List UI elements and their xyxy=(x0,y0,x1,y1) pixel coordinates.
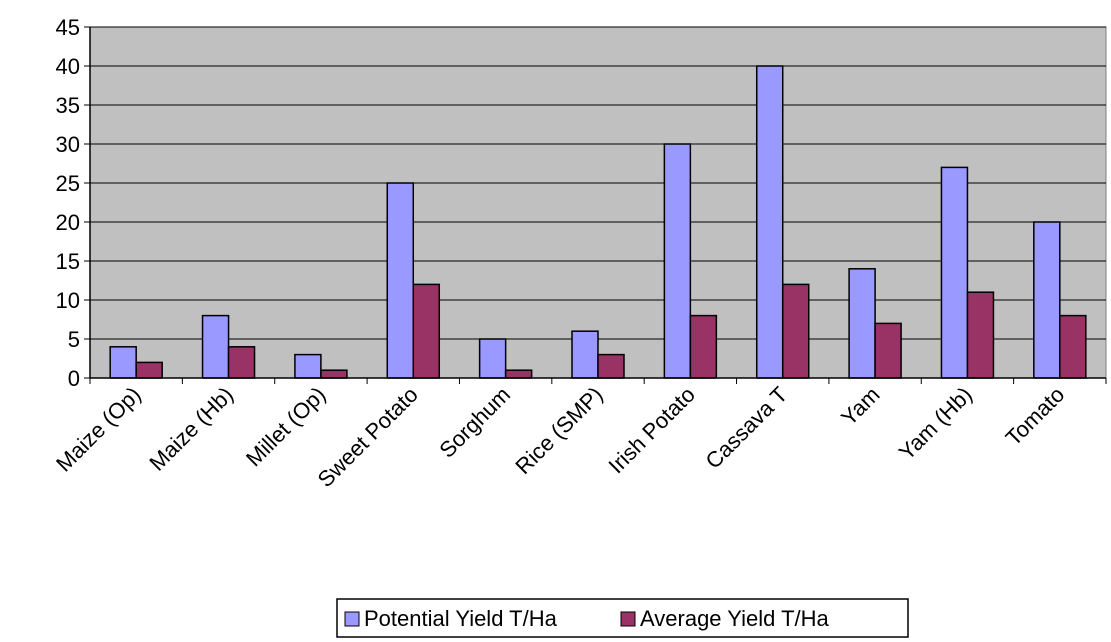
legend-swatch-average xyxy=(620,611,636,627)
x-tick-label: Maize (Hb) xyxy=(144,382,238,476)
y-tick-label: 45 xyxy=(56,15,80,40)
bar-potential xyxy=(1033,221,1061,379)
y-axis-ticks: 0 5 10 15 20 25 30 35 40 45 xyxy=(56,15,90,391)
legend: Potential Yield T/Ha Average Yield T/Ha xyxy=(336,598,909,638)
x-tick-label: Irish Potato xyxy=(604,382,700,478)
bar-average xyxy=(412,283,441,379)
bar-average xyxy=(966,291,995,379)
bar-potential xyxy=(755,65,784,379)
legend-swatch-potential xyxy=(344,611,360,627)
bar-potential xyxy=(478,338,507,379)
bar-average xyxy=(504,369,533,379)
bar-average xyxy=(135,361,163,379)
bar-average xyxy=(689,314,718,379)
y-tick-label: 10 xyxy=(56,288,80,313)
x-tick-label: Yam xyxy=(836,382,885,431)
x-tick-label: Millet (Op) xyxy=(241,382,330,471)
x-axis-ticks: Maize (Op)Maize (Hb) Millet (Op)Sweet Pot… xyxy=(51,378,1107,492)
y-tick-label: 0 xyxy=(68,366,80,391)
bar-average xyxy=(1059,314,1087,379)
bar-potential xyxy=(940,166,969,379)
bar-average xyxy=(227,346,256,379)
y-tick-label: 40 xyxy=(56,54,80,79)
legend-label-potential: Potential Yield T/Ha xyxy=(364,606,558,631)
legend-label-average: Average Yield T/Ha xyxy=(640,606,830,631)
bar-potential xyxy=(201,314,230,379)
bar-potential xyxy=(848,268,876,379)
x-tick-label: Cassava T xyxy=(701,382,793,474)
bar-average xyxy=(874,322,902,379)
plot-area xyxy=(89,26,1107,379)
x-tick-label: Rice (SMP) xyxy=(510,382,607,479)
bar-potential xyxy=(109,346,137,379)
y-tick-label: 5 xyxy=(68,327,80,352)
bar-potential xyxy=(294,353,322,379)
y-tick-label: 15 xyxy=(56,249,80,274)
bar-average xyxy=(320,369,348,379)
gridlines xyxy=(90,26,1106,340)
bar-potential xyxy=(386,182,415,379)
y-tick-label: 20 xyxy=(56,210,80,235)
bar-average xyxy=(597,353,625,379)
y-tick-label: 35 xyxy=(56,93,80,118)
axes-layer xyxy=(89,27,1106,379)
y-tick-label: 30 xyxy=(56,132,80,157)
y-tick-label: 25 xyxy=(56,171,80,196)
x-tick-label: Maize (Op) xyxy=(51,382,146,477)
x-tick-label: Tomato xyxy=(1001,382,1070,451)
x-tick-label: Sorghum xyxy=(434,382,515,463)
x-tick-label: Yam (Hb) xyxy=(894,382,977,465)
bar-average xyxy=(781,283,810,379)
bar-potential xyxy=(571,330,599,379)
bar-potential xyxy=(663,143,692,379)
